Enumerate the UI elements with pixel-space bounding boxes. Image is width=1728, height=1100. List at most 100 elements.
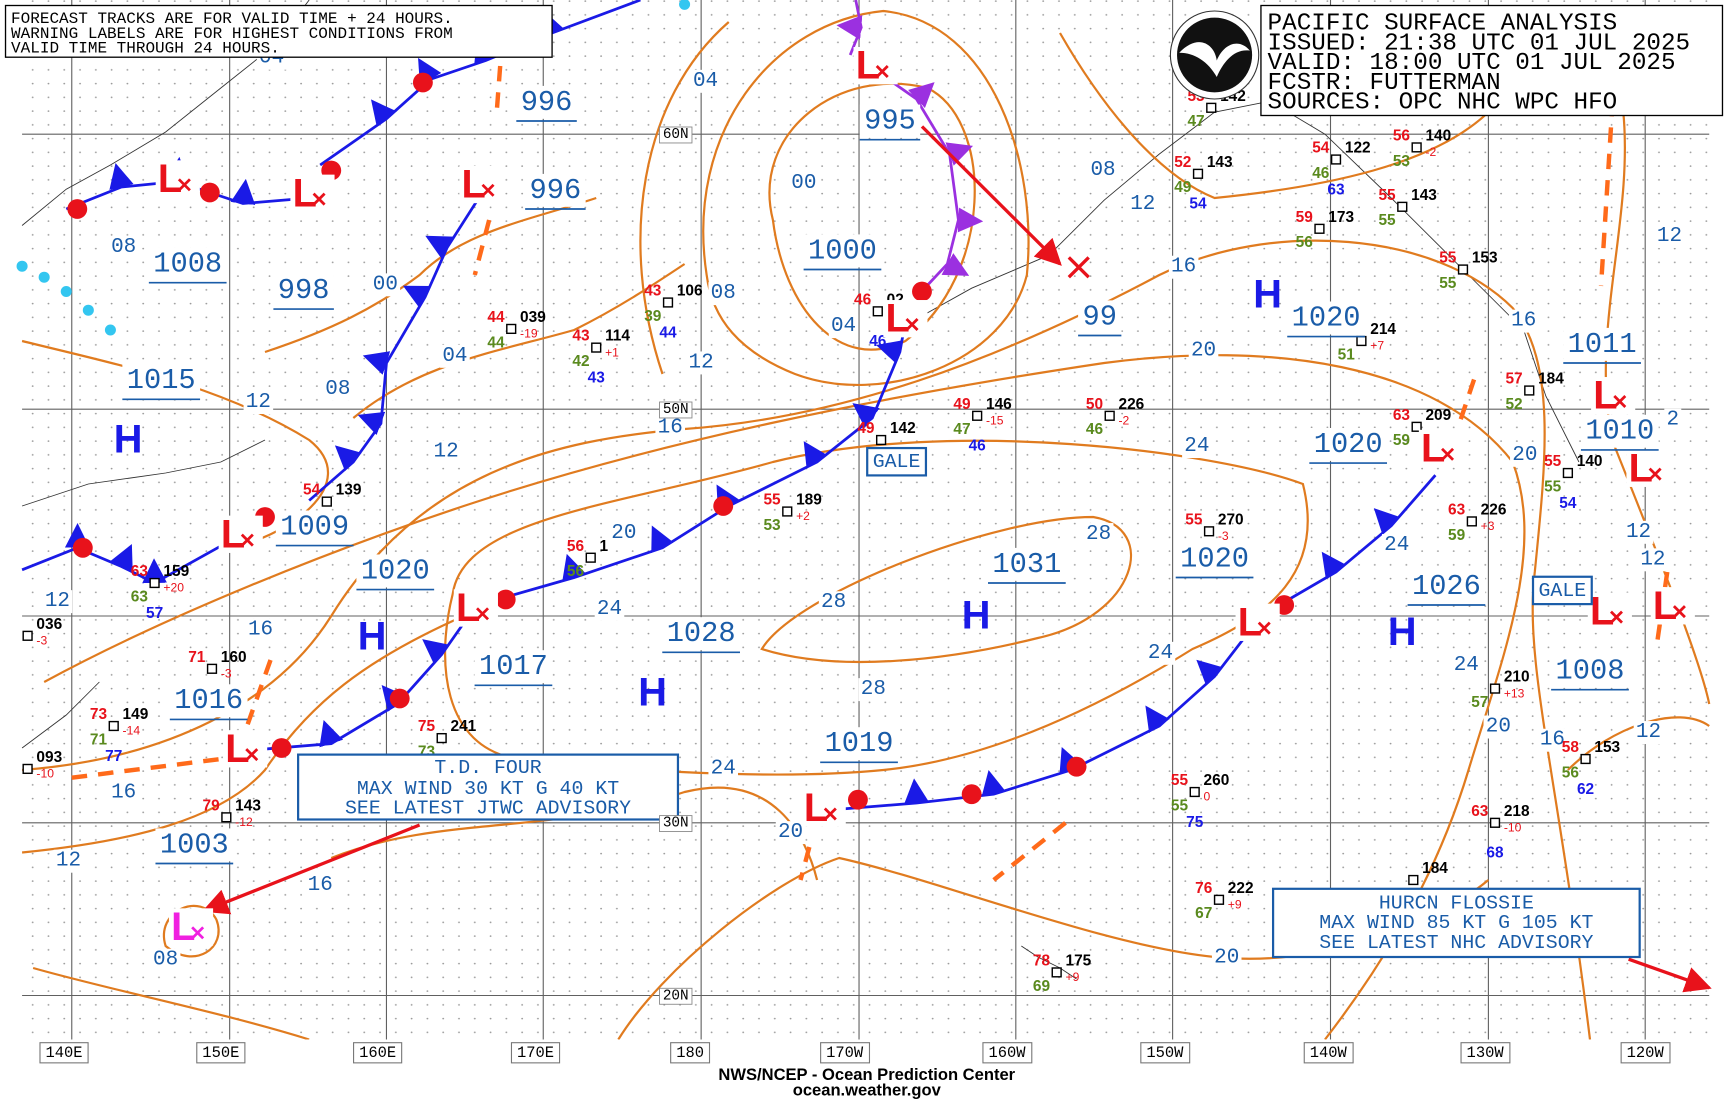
isobar-label: 16	[658, 416, 683, 439]
station-symbol	[1411, 142, 1422, 153]
advisory-box	[1271, 887, 1641, 959]
advisory-line: MAX WIND 85 KT G 105 KT	[1319, 911, 1593, 934]
station-pres: 036	[36, 616, 62, 633]
low-center-x	[823, 807, 837, 821]
station-symbol	[1580, 753, 1591, 765]
center-bg	[801, 789, 846, 827]
center-bg	[459, 165, 504, 204]
station-pres: 160	[221, 649, 247, 666]
pressure-label-bg	[169, 684, 248, 718]
station-tend: -2	[1119, 414, 1130, 428]
pressure-label-bg	[122, 364, 201, 398]
station-symbol	[1314, 223, 1325, 234]
station-temp: 73	[90, 706, 108, 723]
station-tend: +9	[1066, 970, 1080, 984]
station-dew: 71	[90, 731, 108, 748]
station-symbol	[1489, 817, 1501, 828]
station-tend: -2	[1425, 145, 1436, 159]
center-bg	[218, 515, 263, 553]
longitude-label: 170W	[826, 1044, 864, 1062]
center-bg	[290, 174, 335, 212]
latitude-label: 30N	[663, 816, 689, 832]
isobar-label-bg	[108, 781, 139, 805]
low-center: L	[1629, 446, 1653, 490]
isobar-label-bg	[1664, 408, 1682, 432]
station-sst: 46	[869, 333, 887, 350]
longitude-label: 180	[676, 1044, 704, 1062]
center-bg	[168, 908, 214, 946]
station-temp: 71	[188, 649, 206, 666]
longitude-label-bg	[196, 1042, 246, 1064]
station-tend: -3	[1218, 529, 1229, 543]
station-temp: 55	[1378, 187, 1396, 204]
center-bg	[453, 589, 498, 627]
isobar-label: 24	[1184, 435, 1209, 458]
longitude-label: 150E	[202, 1044, 239, 1062]
isobar-label-bg	[1537, 728, 1568, 752]
warm-front-lobe	[713, 496, 734, 516]
pressure-label: 998	[278, 274, 330, 307]
station-tend: -15	[986, 414, 1004, 428]
station-temp: 43	[572, 328, 590, 345]
warm-front-lobe	[412, 72, 433, 93]
pressure-label: 1020	[1292, 301, 1361, 334]
advisory-box	[297, 753, 680, 821]
longitude-label-bg	[510, 1042, 561, 1064]
station-symbol	[1104, 410, 1115, 421]
station-symbol	[872, 306, 883, 317]
warm-front-lobe	[389, 688, 410, 709]
isobar-label: 2	[1666, 409, 1679, 432]
station-dew: 55	[1171, 797, 1189, 814]
low-center: L	[221, 512, 245, 556]
isobar-label: 20	[611, 522, 636, 545]
isobar-label-bg	[1128, 193, 1158, 217]
isobar-label: 12	[1657, 225, 1682, 248]
isobar-label: 12	[433, 441, 458, 464]
station-temp: 49	[857, 420, 874, 437]
forecast-track	[1628, 957, 1712, 993]
low-center-x	[240, 533, 254, 547]
pressure-label-bg	[148, 247, 227, 281]
station-symbol	[782, 506, 793, 517]
station-temp: 55	[1171, 772, 1189, 789]
station-dew: 49	[1174, 179, 1191, 196]
station-dew: 59	[1448, 527, 1465, 544]
trough	[992, 821, 1067, 882]
pressure-label-bg	[1078, 300, 1122, 334]
cold-front	[485, 320, 907, 605]
station-symbol	[1192, 168, 1204, 179]
longitude-label: 160W	[988, 1044, 1026, 1062]
station-temp: 79	[203, 797, 220, 814]
isobar-label: 28	[1086, 523, 1111, 546]
occluded-front	[871, 67, 984, 298]
low-center: L	[293, 171, 317, 215]
station-symbol	[1411, 421, 1422, 432]
isobar-label-bg	[245, 618, 276, 642]
isobar-label-bg	[1145, 641, 1176, 665]
trough	[243, 659, 273, 733]
isobar-label: 08	[325, 378, 350, 401]
isobar-label: 16	[1171, 256, 1196, 279]
isobar-label: 12	[56, 850, 81, 873]
isobar-label-bg	[42, 590, 73, 614]
warm-front-lobe	[847, 789, 868, 810]
warm-front-lobe	[961, 784, 982, 805]
pressure-label-bg	[273, 273, 334, 307]
station-symbol	[436, 732, 447, 744]
noaa-logo-bird	[1179, 42, 1250, 77]
isobar-label-bg	[1083, 523, 1114, 547]
station-tend: +1	[605, 345, 619, 359]
station-pres: 1	[600, 538, 609, 555]
isobar-label-bg	[789, 172, 819, 196]
station-pres: 093	[36, 749, 62, 766]
header-box	[1260, 4, 1724, 117]
isobar-label-bg	[708, 757, 739, 781]
low-center: L	[1238, 600, 1262, 644]
station-symbol	[206, 663, 218, 674]
latitude-label: 20N	[663, 988, 689, 1004]
low-center-x	[245, 748, 259, 762]
station-dew: 47	[1187, 113, 1204, 130]
station-symbol	[149, 577, 160, 589]
station-temp: 43	[644, 283, 662, 300]
isobar-label-bg	[858, 678, 889, 702]
